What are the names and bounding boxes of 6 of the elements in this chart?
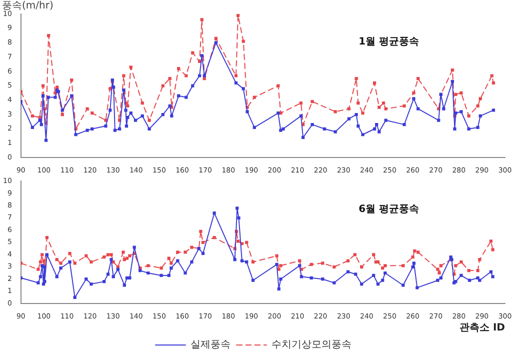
text: 6월 평균풍속 [358,204,420,215]
legend-label: 수치기상모의풍속 [272,340,352,351]
legend-label: 실제풍속 [190,340,230,351]
y-axis-title: 풍속(m/hr) [2,0,54,12]
x-axis-title: 관측소 ID [459,322,505,334]
text: 1월 평균풍속 [358,36,420,48]
